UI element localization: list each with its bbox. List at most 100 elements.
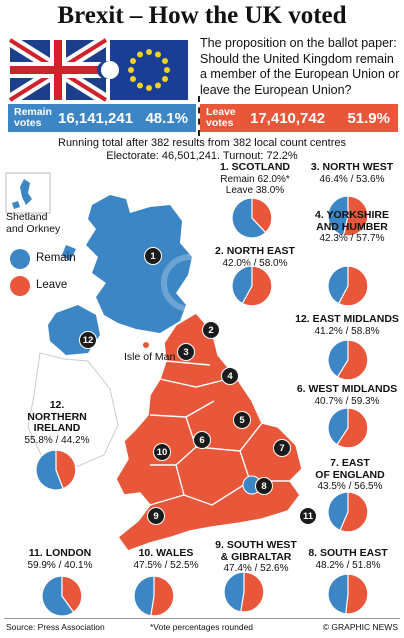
region-5-name: 12. EAST MIDLANDS (295, 313, 399, 325)
region-1-line1: Remain 62.0%* (220, 173, 290, 185)
region-6-line1: 40.7% / 59.3% (314, 395, 380, 407)
region-pie-1 (231, 197, 273, 239)
region-marker-7: 7 (273, 439, 291, 457)
region-5-line1: 41.2% / 58.8% (314, 325, 380, 337)
region-4-name: 4. YORKSHIRE (315, 209, 389, 221)
source-note: Source: Press Association (6, 622, 105, 632)
leave-label-2: votes (206, 117, 234, 129)
region-4-line1: 42.3% / 57.7% (319, 233, 385, 244)
region-info-9: 9. SOUTH WEST & GIBRALTAR 47.4% / 52.6% (206, 539, 306, 575)
region-pie-12 (35, 449, 77, 491)
credit-note: © GRAPHIC NEWS (322, 622, 398, 632)
leave-legend-icon (10, 276, 30, 296)
leave-total-bar: Leave votes 17,410,742 51.9% (200, 104, 398, 132)
region-12-name2: NORTHERN (27, 410, 87, 423)
region-pie-6 (327, 407, 369, 449)
region-8-line1: 48.2% / 51.8% (315, 559, 381, 571)
electorate-text: Electorate: 46,501,241. Turnout: 72.2% (106, 150, 298, 162)
region-pie-7 (327, 491, 369, 533)
isle-of-man-label: Isle of Man (124, 351, 176, 363)
region-8-name: 8. SOUTH EAST (308, 547, 388, 559)
remain-legend-label: Remain (36, 252, 76, 264)
region-3-line1: 46.4% / 53.6% (319, 173, 385, 185)
region-marker-11: 11 (299, 507, 317, 525)
eu-flag-icon (101, 40, 188, 100)
region-pie-3 (327, 195, 369, 237)
orkney-text: and Orkney (6, 223, 61, 235)
pie-remain-slice-10 (133, 575, 155, 617)
region-info-3: 3. NORTH WEST 46.4% / 53.6% (304, 161, 400, 185)
region-pie-4 (327, 265, 369, 307)
uk-eu-flags-graphic (6, 38, 188, 102)
region-2-name: 2. NORTH EAST (215, 245, 295, 257)
region-marker-9: 9 (147, 507, 165, 525)
pie-remain-slice-4 (327, 265, 349, 305)
region-marker-2: 2 (202, 321, 220, 339)
region-11-line1: 59.9% / 40.1% (27, 559, 93, 571)
region-pie-5 (327, 339, 369, 381)
region-1-name: 1. SCOTLAND (219, 161, 290, 173)
shetland-label: Shetland and Orkney (6, 211, 60, 235)
results-summary: Running total after 382 results from 382… (0, 137, 404, 163)
leave-count: 17,410,742 (250, 109, 326, 127)
region-info-5: 12. EAST MIDLANDS 41.2% / 58.8% (292, 313, 402, 337)
region-6-name: 6. WEST MIDLANDS (296, 383, 398, 395)
region-3-name: 3. NORTH WEST (310, 161, 394, 173)
shetland-text: Shetland (6, 211, 48, 223)
pie-remain-slice-5 (327, 339, 349, 378)
remain-legend-icon (10, 249, 30, 269)
region-marker-5: 5 (233, 411, 251, 429)
region-marker-3: 3 (177, 343, 195, 361)
pie-remain-slice-3 (327, 195, 349, 237)
region-info-8: 8. SOUTH EAST 48.2% / 51.8% (300, 547, 396, 571)
ireland-outline (27, 352, 119, 468)
uk-flag-icon (6, 38, 110, 102)
pie-remain-slice-11 (41, 575, 75, 617)
region-pie-11 (41, 575, 83, 617)
pie-remain-slice-9 (223, 571, 245, 613)
shetland-shape (20, 179, 32, 205)
region-10-line1: 47.5% / 52.5% (133, 559, 199, 571)
running-total-text: Running total after 382 results from 382… (58, 137, 346, 149)
leave-legend-label: Leave (36, 279, 68, 291)
region-info-11: 11. LONDON 59.9% / 40.1% (20, 547, 100, 571)
remain-percent: 48.1% (145, 109, 188, 127)
divider-line (198, 96, 200, 136)
region-1-line2: Leave 38.0% (225, 185, 285, 196)
hebrides-shape (62, 245, 76, 261)
region-12-name3: IRELAND (33, 422, 81, 434)
remain-total-bar: Remain votes 16,141,241 48.1% (8, 104, 196, 132)
region-info-4: 4. YORKSHIRE AND HUMBER 42.3% / 57.7% (304, 209, 400, 245)
region-9-name2: & GIBRALTAR (220, 550, 292, 563)
region-info-10: 10. WALES 47.5% / 52.5% (126, 547, 206, 571)
rounding-note: *Vote percentages rounded (150, 622, 254, 632)
orkney-shape (12, 201, 20, 209)
pie-remain-slice-6 (327, 407, 349, 446)
pie-remain-slice-8 (327, 573, 349, 615)
remain-label: Remain (14, 106, 52, 118)
england-wales-shape (115, 312, 303, 552)
region-12-line1: 55.8% / 44.2% (24, 434, 90, 446)
remain-label-2: votes (14, 117, 42, 129)
pie-remain-slice-1 (231, 197, 267, 239)
pie-remain-slice-12 (35, 449, 64, 491)
scotland-shape (86, 195, 192, 333)
region-9-name: 9. SOUTH WEST (215, 539, 297, 551)
region-9-line1: 47.4% / 52.6% (223, 563, 289, 574)
graphic-news-watermark (161, 254, 219, 312)
region-marker-4: 4 (221, 367, 239, 385)
region-pie-9 (223, 571, 265, 613)
region-7-name: 7. EAST (330, 457, 370, 469)
remain-count: 16,141,241 (58, 109, 134, 127)
region-marker-8: 8 (255, 477, 273, 495)
region-pie-10 (133, 575, 175, 617)
region-info-12: 12. NORTHERN IRELAND 55.8% / 44.2% (12, 399, 102, 446)
pie-remain-slice-2 (231, 265, 253, 305)
leave-percent: 51.9% (347, 109, 390, 127)
uk-regions-map (5, 172, 303, 552)
region-pie-2 (231, 265, 273, 307)
page-title: Brexit – How the UK voted (57, 2, 347, 29)
region-pie-8 (327, 573, 369, 615)
footer-rule (4, 618, 400, 619)
region-info-2: 2. NORTH EAST 42.0% / 58.0% (210, 245, 300, 269)
